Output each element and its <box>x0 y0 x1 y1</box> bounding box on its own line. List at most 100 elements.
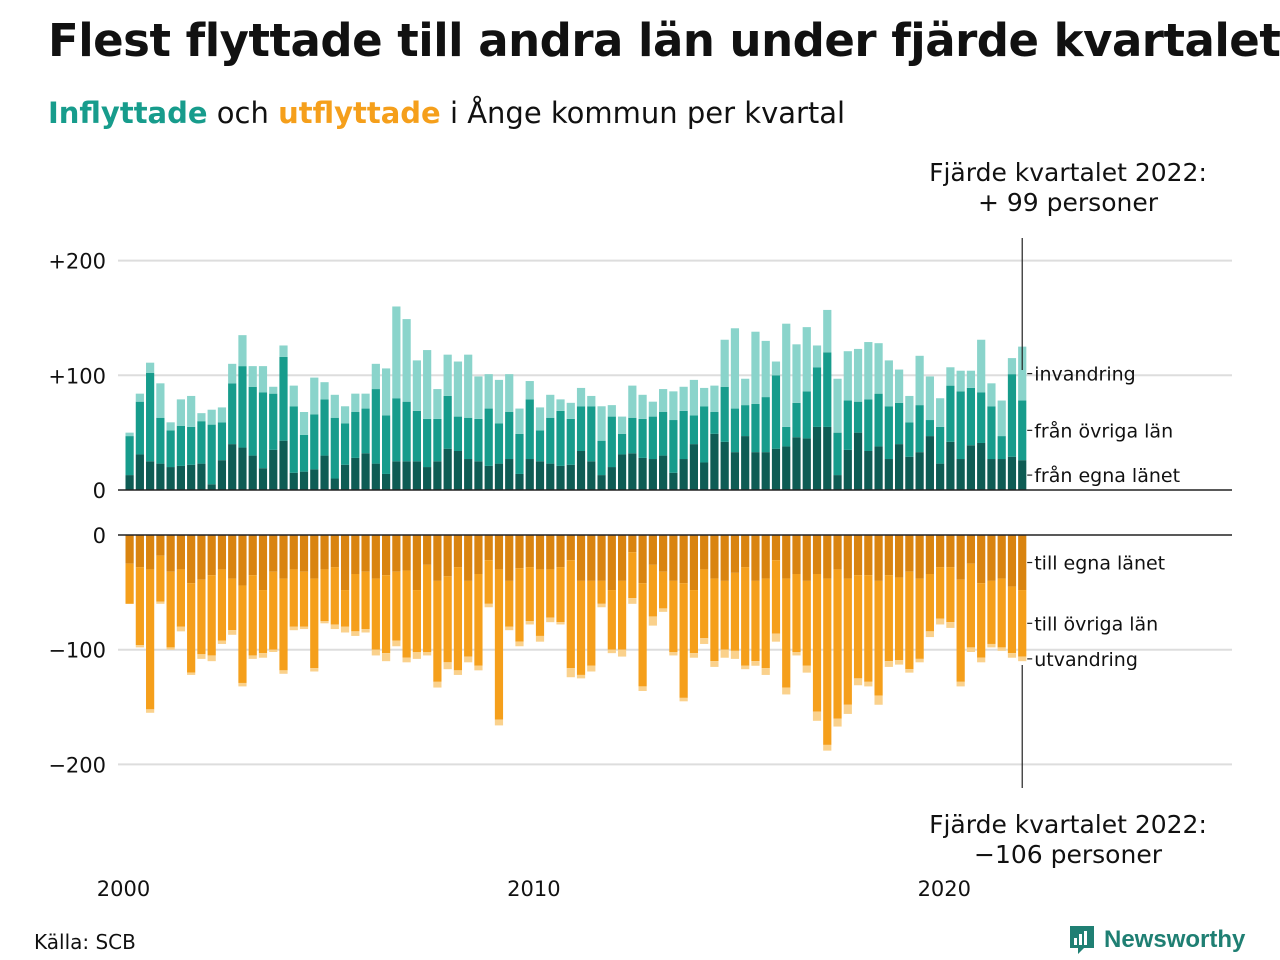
subtitle-och: och <box>216 96 269 130</box>
bar-in-0 <box>371 463 380 490</box>
bar-in-2 <box>689 379 698 416</box>
bar-in-2 <box>361 393 370 409</box>
bar-out-1 <box>679 583 688 698</box>
bar-in-1 <box>730 408 740 453</box>
bar-out-1 <box>187 583 196 673</box>
bar-in-1 <box>679 410 688 460</box>
bar-in-0 <box>340 464 350 490</box>
bar-in-2 <box>741 378 750 406</box>
bar-in-0 <box>997 459 1006 490</box>
bar-in-0 <box>730 452 740 490</box>
bar-in-2 <box>371 363 380 390</box>
bar-in-2 <box>812 345 822 368</box>
bar-in-2 <box>782 323 791 427</box>
bar-out-0 <box>638 535 647 584</box>
bar-out-2 <box>340 626 350 633</box>
bar-out-1 <box>607 590 616 650</box>
bar-in-2 <box>566 402 575 419</box>
bar-in-0 <box>987 459 996 490</box>
bar-in-0 <box>1007 456 1017 490</box>
bar-in-0 <box>792 437 801 490</box>
bar-out-1 <box>443 576 452 663</box>
bar-out-1 <box>638 583 647 687</box>
bar-in-1 <box>946 385 955 442</box>
bar-in-0 <box>659 455 668 490</box>
bar-in-0 <box>905 456 914 490</box>
bar-in-2 <box>423 350 432 419</box>
bar-out-2 <box>382 653 391 662</box>
bar-out-0 <box>905 535 914 572</box>
bar-out-0 <box>802 535 811 581</box>
bar-in-1 <box>269 393 278 450</box>
bar-out-1 <box>782 578 791 688</box>
bar-in-2 <box>966 370 976 388</box>
bar-in-2 <box>823 309 832 353</box>
bar-in-0 <box>279 440 288 490</box>
bar-out-2 <box>576 674 586 679</box>
bar-out-2 <box>915 658 924 663</box>
bar-in-2 <box>320 382 329 400</box>
bar-out-2 <box>320 621 329 624</box>
bar-in-1 <box>669 420 678 473</box>
bar-in-2 <box>412 360 421 411</box>
annotation-out: Fjärde kvartalet 2022: <box>929 810 1207 839</box>
bar-out-0 <box>771 535 781 561</box>
bar-in-0 <box>166 467 175 490</box>
bar-out-2 <box>710 661 719 667</box>
bar-in-2 <box>895 369 904 403</box>
bar-in-0 <box>187 464 196 490</box>
bar-out-0 <box>310 535 319 579</box>
bar-out-0 <box>925 535 934 574</box>
bar-in-0 <box>515 473 524 490</box>
bar-out-0 <box>823 535 832 579</box>
bar-in-2 <box>217 407 227 423</box>
bar-in-2 <box>987 383 996 407</box>
bar-in-1 <box>310 414 319 470</box>
bar-out-2 <box>700 638 709 644</box>
bar-in-1 <box>423 418 432 468</box>
bar-out-0 <box>423 535 432 565</box>
bar-in-1 <box>238 366 247 448</box>
bar-out-1 <box>166 571 175 648</box>
bar-in-0 <box>853 432 863 490</box>
bar-in-0 <box>617 454 627 490</box>
bar-out-1 <box>864 575 873 682</box>
bar-out-2 <box>566 668 575 678</box>
bar-in-0 <box>474 461 483 490</box>
bar-out-2 <box>515 641 524 647</box>
bar-in-0 <box>238 447 247 490</box>
bar-out-2 <box>197 654 206 659</box>
bar-out-0 <box>299 535 309 572</box>
x-tick-label: 2000 <box>97 877 150 901</box>
bar-in-0 <box>310 469 319 490</box>
bar-out-2 <box>617 649 627 657</box>
bar-in-0 <box>812 426 822 490</box>
bar-out-2 <box>1007 653 1017 658</box>
bar-out-0 <box>597 535 606 581</box>
bar-out-0 <box>525 535 534 568</box>
bar-out-1 <box>659 571 668 609</box>
bar-out-0 <box>700 535 709 570</box>
bar-out-1 <box>566 560 575 669</box>
bar-out-1 <box>977 583 986 658</box>
bar-in-2 <box>597 406 606 441</box>
annotation-in: + 99 personer <box>978 188 1159 217</box>
bar-out-2 <box>628 598 637 604</box>
bar-out-0 <box>833 535 842 570</box>
bar-in-1 <box>761 397 770 453</box>
bar-in-1 <box>987 406 996 460</box>
bar-out-2 <box>505 626 514 631</box>
bar-in-2 <box>884 360 893 407</box>
bar-out-0 <box>679 535 688 584</box>
bar-out-0 <box>217 535 227 570</box>
bar-out-1 <box>453 567 463 671</box>
bar-in-0 <box>217 460 227 490</box>
bar-out-1 <box>884 575 893 662</box>
bar-out-0 <box>156 535 165 556</box>
bar-out-2 <box>289 626 298 631</box>
bar-out-1 <box>176 569 185 627</box>
series-label: invandring <box>1034 364 1136 386</box>
bar-out-1 <box>412 590 421 652</box>
bar-out-0 <box>135 535 144 568</box>
bar-in-1 <box>371 389 380 464</box>
